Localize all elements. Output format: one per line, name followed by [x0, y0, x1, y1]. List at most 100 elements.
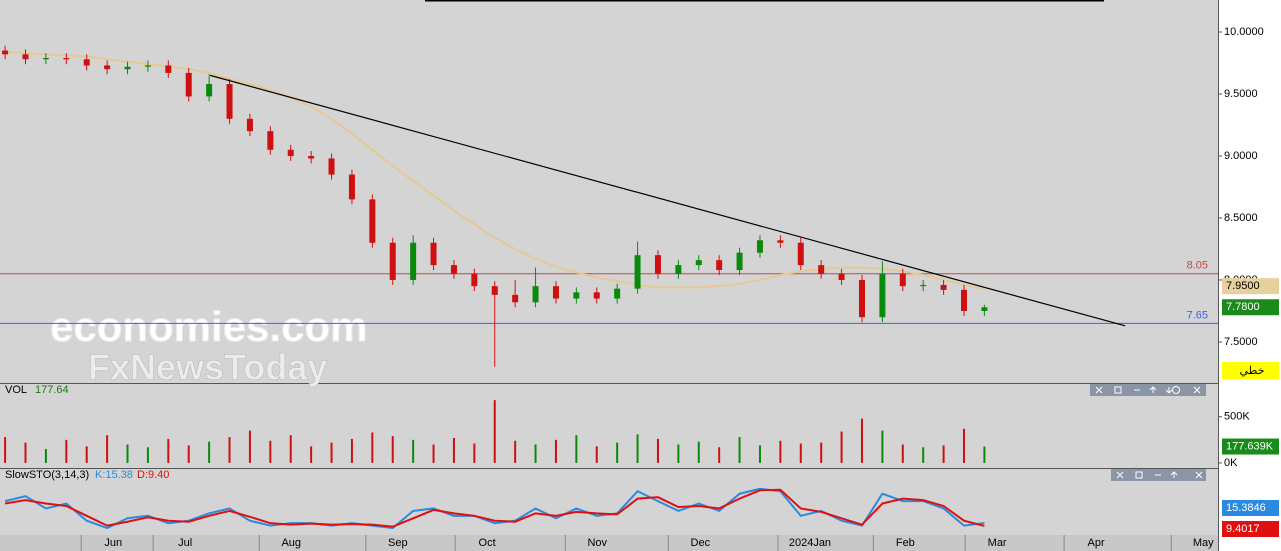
x-tick-label: Nov [587, 537, 607, 549]
volume-bar [738, 437, 741, 463]
candle-body [858, 279, 865, 318]
mode-button-label[interactable]: خطي [1240, 365, 1265, 377]
candle-body [593, 292, 600, 299]
candle-body [165, 65, 172, 73]
candle-body [206, 84, 213, 97]
volume-bar [126, 444, 129, 463]
candle-body [716, 260, 723, 271]
candle-body [185, 72, 192, 97]
y-tick-label: 9.5000 [1224, 88, 1258, 100]
mode-button[interactable] [1222, 362, 1279, 379]
candle-body [2, 50, 9, 55]
price-tag-label: 7.7800 [1226, 301, 1260, 313]
volume-bar [779, 440, 782, 463]
toolbar-icons[interactable] [1095, 386, 1173, 394]
candle-body [83, 59, 90, 66]
x-tick-label: Aug [281, 537, 301, 549]
volume-bar [24, 442, 27, 463]
volume-bar [575, 435, 578, 463]
volume-bar [656, 438, 659, 463]
candle-body [675, 265, 682, 274]
candle-body [573, 292, 580, 299]
volume-bar [942, 445, 945, 463]
panel-value: 177.64 [35, 384, 69, 396]
toolbar-icon[interactable] [1193, 386, 1201, 394]
candle-body [981, 307, 988, 311]
volume-bar [452, 438, 455, 463]
volume-bar [616, 442, 619, 463]
value-tag-label: 15.3846 [1226, 502, 1266, 514]
price-tag [1222, 299, 1279, 316]
volume-bar [595, 446, 598, 463]
candle-body [246, 118, 253, 132]
volume-bar [840, 431, 843, 463]
y-tick-label: 10.0000 [1224, 26, 1264, 38]
price-tag [1222, 278, 1279, 295]
volume-bar [187, 445, 190, 463]
volume-bar [677, 444, 680, 463]
candle-body [940, 284, 947, 290]
y-tick-label: 500K [1224, 411, 1250, 423]
x-tick-label: Dec [691, 537, 711, 549]
candle-body [63, 58, 70, 60]
panel-title: SlowSTO(3,14,3) [5, 469, 89, 481]
legend-entry: D:9.40 [137, 469, 169, 481]
watermark: FxNewsToday [88, 347, 327, 388]
y-tick-label: 8.5000 [1224, 212, 1258, 224]
candle-body [899, 273, 906, 287]
candle-body [920, 284, 927, 287]
toolbar-icon[interactable] [1172, 386, 1180, 394]
candle-body [450, 265, 457, 274]
volume-bar [799, 443, 802, 463]
volume-bar [697, 441, 700, 463]
volume-bar [391, 436, 394, 463]
y-tick-label: 9.0000 [1224, 150, 1258, 162]
candle-body [328, 158, 335, 175]
toolbar [1090, 384, 1206, 396]
value-tag [1222, 500, 1279, 516]
candle-body [756, 240, 763, 253]
candle-body [634, 255, 641, 289]
stoch-line [4, 488, 985, 528]
candle-body [308, 155, 315, 159]
x-tick-label: Mar [988, 537, 1007, 549]
volume-bar [983, 446, 986, 463]
legend-entry: K:15.38 [95, 469, 133, 481]
volume-bar [146, 447, 149, 463]
volume-bar [4, 437, 7, 463]
x-tick-label: Oct [479, 537, 496, 549]
x-tick-label: Jun [104, 537, 122, 549]
volume-bar [310, 446, 313, 463]
candle-body [818, 265, 825, 274]
candle-body [42, 58, 49, 60]
volume-bar [44, 449, 47, 463]
volume-bar [85, 446, 88, 463]
volume-bar [554, 439, 557, 463]
volume-bar [208, 441, 211, 463]
candle-body [879, 273, 886, 318]
candle-body [736, 252, 743, 271]
toolbar-icons[interactable] [1116, 471, 1203, 479]
volume-bar [269, 440, 272, 463]
volume-bar [860, 418, 863, 463]
sto-toolbar [1111, 469, 1206, 481]
vol-toolbar [1090, 384, 1206, 396]
candle-body [410, 242, 417, 280]
volume-bar [289, 435, 292, 463]
candle-body [144, 65, 151, 67]
candle-body [124, 66, 131, 70]
volume-bar [473, 443, 476, 463]
value-tag-label: 177.639K [1226, 440, 1274, 452]
x-tick-label: Feb [896, 537, 915, 549]
candle-body [430, 242, 437, 266]
candle-body [471, 273, 478, 287]
volume-bar [514, 440, 517, 463]
trendline [209, 74, 1126, 327]
volume-bar [371, 432, 374, 463]
candle-body [369, 199, 376, 243]
candle-body [552, 286, 559, 299]
candle-body [22, 54, 29, 60]
volume-bar [330, 442, 333, 463]
